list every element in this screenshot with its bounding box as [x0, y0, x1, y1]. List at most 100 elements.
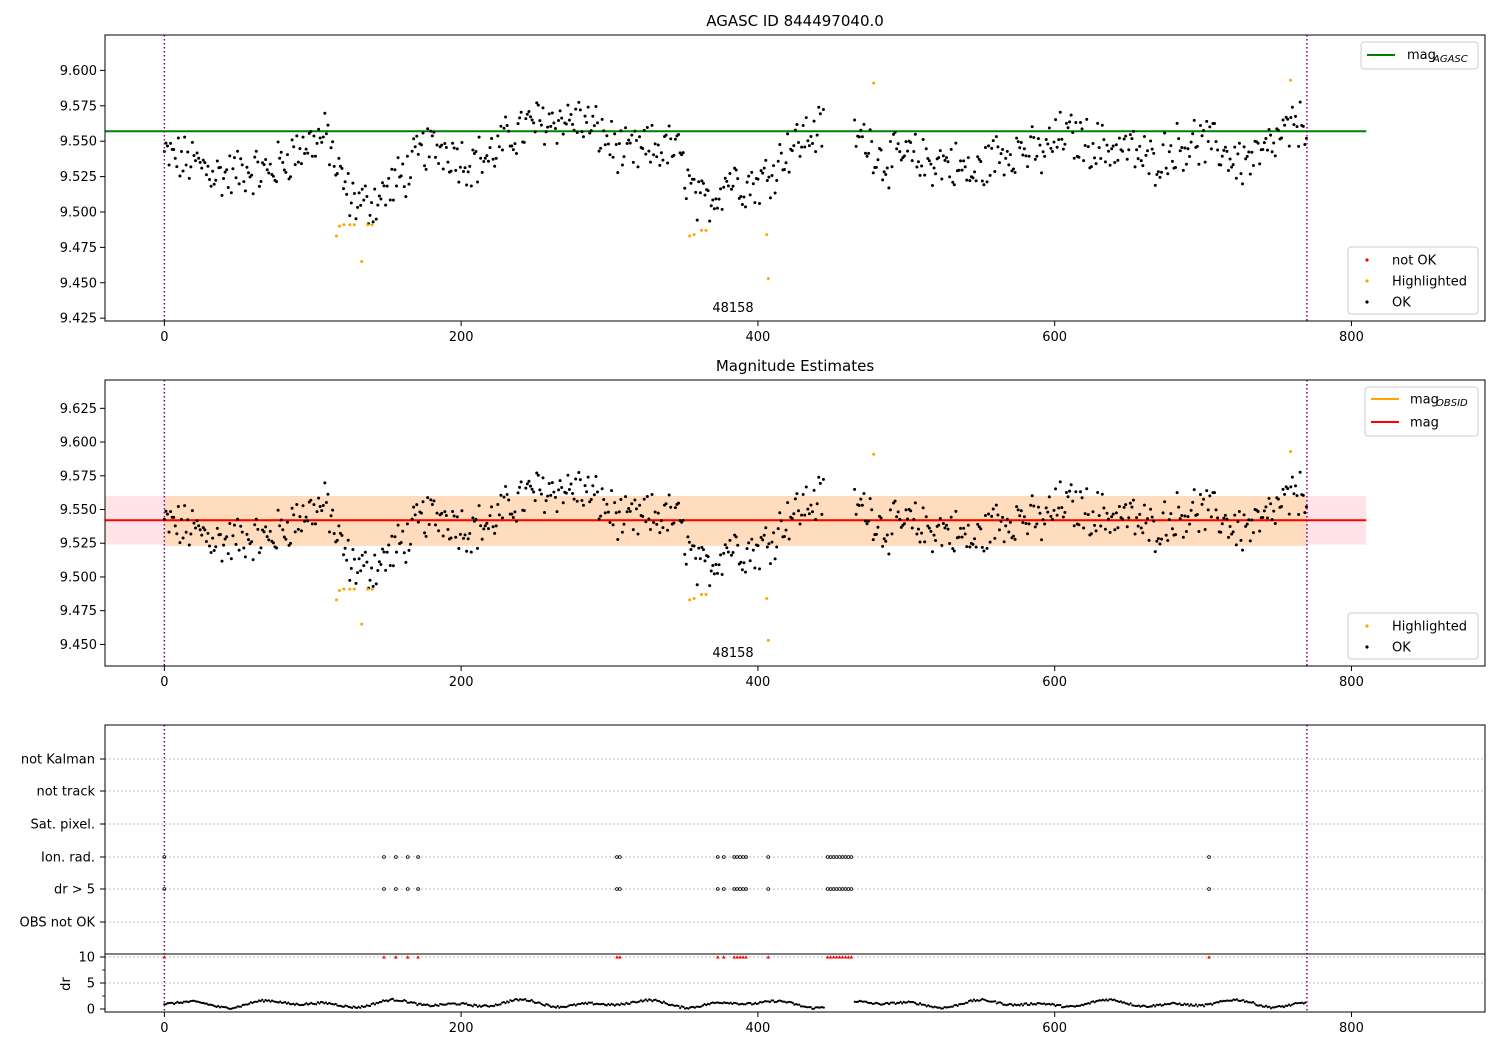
dr-point [448, 1002, 452, 1005]
dr-point [871, 1002, 874, 1006]
agasc-xtick-label: 800 [1339, 330, 1364, 345]
ok-point [1186, 515, 1190, 519]
dr-point [1211, 1003, 1214, 1006]
ok-point [1153, 550, 1157, 554]
ok-point [630, 133, 634, 137]
dr-point [546, 1003, 550, 1006]
dr-point [763, 1000, 767, 1003]
ok-point [379, 563, 383, 567]
dr-point [719, 1001, 723, 1005]
dr-point [1028, 1003, 1031, 1006]
ok-point [895, 515, 899, 519]
ok-point [312, 503, 316, 507]
ok-point [1004, 156, 1008, 160]
ok-point [374, 582, 378, 586]
ok-point [896, 510, 900, 514]
ok-point [275, 180, 279, 184]
ok-point [502, 126, 506, 130]
ion-rad-point [618, 855, 622, 859]
ok-point [1239, 172, 1243, 176]
ok-point [728, 538, 732, 542]
dr-point [1026, 1003, 1029, 1007]
ok-point [750, 537, 754, 541]
ok-point [1200, 502, 1204, 506]
ok-point [454, 535, 458, 539]
dr-point [724, 1001, 727, 1005]
ok-point [1189, 508, 1193, 512]
ok-point [223, 170, 227, 174]
dr-point [1145, 1005, 1149, 1009]
ok-point [1189, 140, 1193, 144]
dr-point [661, 1001, 664, 1005]
ok-point [1100, 123, 1104, 127]
dr-high-point [738, 955, 742, 959]
ok-point [276, 508, 280, 512]
ok-point [476, 546, 480, 550]
ok-point [183, 504, 187, 508]
dr-point [489, 1004, 492, 1007]
dr-point [372, 1002, 375, 1005]
ok-point [228, 154, 232, 158]
ok-point [1186, 147, 1190, 151]
ok-point [189, 165, 193, 169]
ok-point [1261, 148, 1265, 152]
ok-point [1133, 165, 1137, 169]
ok-point [751, 548, 755, 552]
ok-point [1135, 148, 1139, 152]
ok-point [476, 180, 480, 184]
ok-point [669, 505, 673, 509]
dr-point [998, 1001, 1002, 1004]
ok-point [382, 184, 386, 188]
ok-point [759, 169, 763, 173]
dr-point [1251, 1001, 1255, 1004]
ok-point [1124, 134, 1128, 138]
ok-point [513, 510, 517, 514]
ok-point [712, 572, 716, 576]
ok-point [1214, 508, 1218, 512]
dr-high-point [716, 955, 720, 959]
ok-point [352, 191, 356, 195]
ok-point [292, 145, 296, 149]
ok-point [645, 125, 649, 129]
dr-point [264, 998, 267, 1002]
ok-point [661, 526, 665, 530]
dr-point [166, 1002, 169, 1005]
ok-point [653, 510, 657, 514]
ok-point [1144, 153, 1148, 157]
dr-point [923, 1003, 927, 1007]
ok-point [1113, 528, 1117, 532]
dr-point [1204, 1003, 1207, 1006]
legend-bottom-box [1347, 246, 1479, 315]
ok-point [624, 126, 628, 130]
dr-gt-5-point [721, 887, 726, 891]
ok-point [918, 173, 922, 177]
ok-point [915, 165, 919, 169]
ok-point [973, 170, 977, 174]
dr-point [1281, 1005, 1284, 1008]
dr-point [904, 1001, 907, 1004]
ok-point [377, 560, 381, 564]
ok-point [937, 523, 941, 527]
ok-point [1303, 511, 1307, 515]
dr-point [1092, 1000, 1095, 1003]
ok-point [564, 491, 568, 495]
ok-point [225, 168, 229, 172]
ok-point [666, 161, 670, 165]
dr-gt-5-point [766, 887, 771, 891]
dr-point [917, 1003, 920, 1006]
dr-point [228, 1007, 231, 1010]
ok-point [1136, 157, 1140, 161]
ok-point [200, 166, 204, 170]
ok-point [782, 167, 786, 171]
ok-point [362, 198, 366, 202]
ok-point [1281, 118, 1285, 122]
ok-point [1064, 121, 1068, 125]
legend-marker [1365, 645, 1369, 649]
ok-point [1094, 529, 1098, 533]
ok-point [1276, 497, 1280, 501]
dr-point [253, 1000, 256, 1004]
dr-point [1137, 1004, 1140, 1007]
dr-point [1088, 1002, 1091, 1005]
ok-point [821, 108, 825, 112]
ok-point [625, 510, 629, 514]
